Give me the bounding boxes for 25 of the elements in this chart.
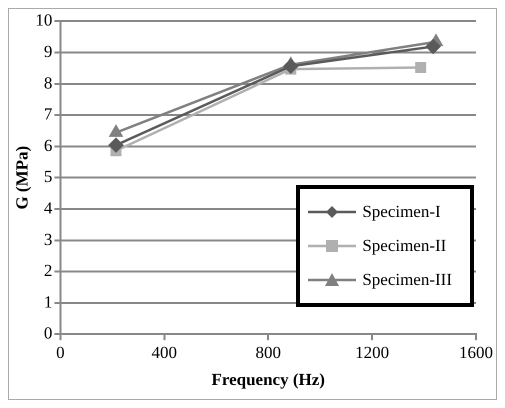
point	[108, 138, 124, 152]
y-tick-label: 5	[44, 167, 52, 186]
y-tick-label: 3	[44, 230, 52, 249]
x-tick-label: 1200	[355, 342, 390, 362]
point	[284, 59, 298, 74]
x-tick-label: 400	[152, 342, 178, 362]
legend-label: Specimen-II	[362, 236, 446, 256]
x-axis-title: Frequency (Hz)	[211, 370, 325, 390]
y-tick-label: 8	[44, 73, 52, 92]
x-tick-label: 0	[56, 342, 65, 362]
legend-label: Specimen-I	[362, 202, 441, 222]
y-tick-label: 2	[44, 261, 52, 280]
point	[426, 39, 440, 54]
y-tick-label: 1	[44, 292, 52, 312]
point	[415, 62, 426, 74]
x-tick-label: 1600	[459, 342, 493, 362]
y-tick-label: 9	[44, 42, 52, 61]
x-tick-label: 800	[255, 342, 281, 362]
y-axis-title: G (MPa)	[12, 146, 32, 210]
y-tick-label: 7	[44, 104, 53, 124]
y-tick-label: 4	[44, 198, 53, 218]
y-tick-label: 6	[44, 136, 52, 155]
y-tick-label: 10	[35, 10, 52, 30]
y-tick-label: 0	[44, 324, 52, 343]
legend-label: Specimen-III	[362, 270, 452, 290]
